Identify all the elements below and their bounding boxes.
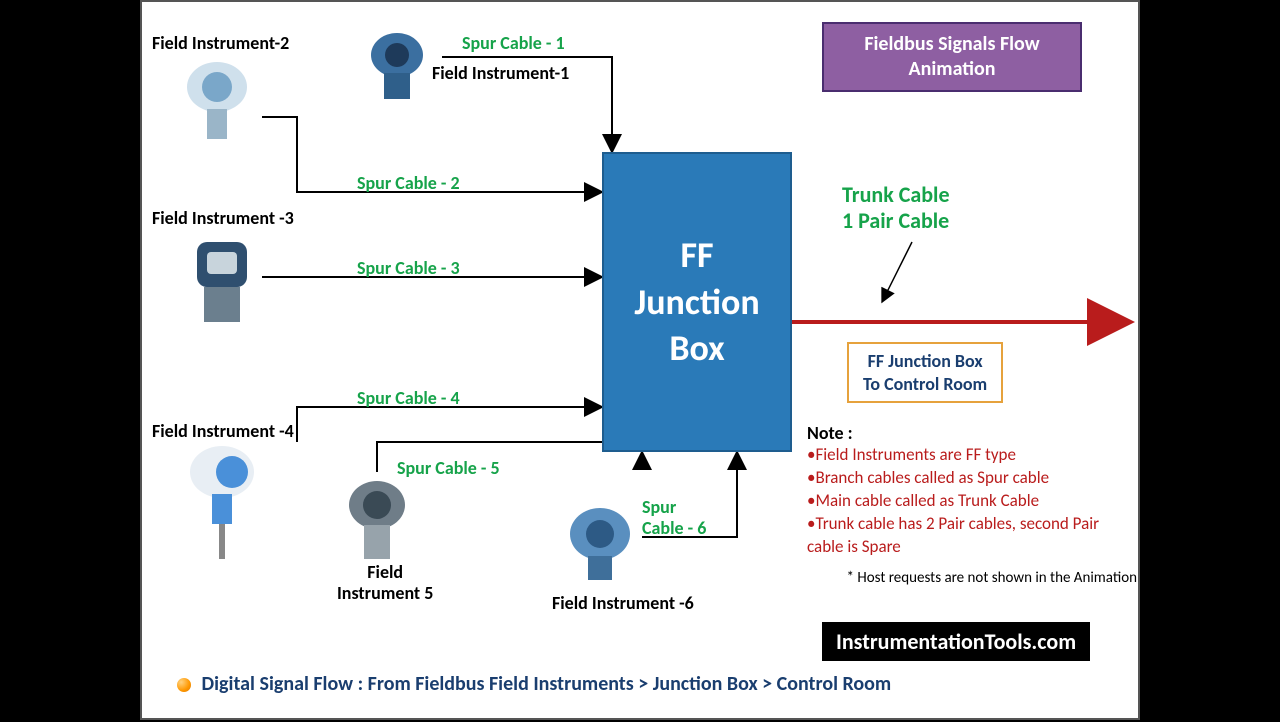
title-box: Fieldbus Signals Flow Animation: [822, 22, 1082, 92]
trunk-pointer: [882, 242, 912, 302]
spur-6-label: Spur Cable - 6: [642, 497, 706, 538]
spur-1-label: Spur Cable - 1: [462, 32, 565, 54]
notes-footnote: * Host requests are not shown in the Ani…: [807, 569, 1137, 587]
field-instrument-5: [342, 477, 412, 557]
spur-5-label: Spur Cable - 5: [397, 457, 500, 479]
field-instrument-1-label: Field Instrument-1: [432, 62, 569, 84]
notes-heading: Note :: [807, 422, 1137, 444]
field-instrument-3-label: Field Instrument -3: [152, 207, 294, 229]
junction-l3: Box: [669, 326, 724, 370]
field-instrument-2-label: Field Instrument-2: [152, 32, 289, 54]
field-instrument-2: [182, 57, 252, 137]
dest-l1: FF Junction Box: [868, 350, 983, 372]
field-instrument-6-label: Field Instrument -6: [552, 592, 694, 614]
field-instrument-3: [182, 232, 252, 312]
field-instrument-4: [182, 442, 252, 522]
trunk-cable-label: Trunk Cable 1 Pair Cable: [842, 182, 950, 235]
footer-text: Digital Signal Flow : From Fieldbus Fiel…: [202, 672, 892, 696]
destination-box: FF Junction Box To Control Room: [847, 342, 1003, 403]
title-line2: Animation: [909, 57, 996, 81]
footer-bullet-icon: [177, 678, 191, 692]
trunk-l2: 1 Pair Cable: [842, 207, 949, 234]
diagram-canvas: Fieldbus Signals Flow Animation FF Junct…: [140, 0, 1140, 720]
field-instrument-4-label: Field Instrument -4: [152, 420, 294, 442]
note-item-3: •Main cable called as Trunk Cable: [807, 490, 1137, 513]
spur-2-label: Spur Cable - 2: [357, 172, 460, 194]
notes-block: Note : •Field Instruments are FF type •B…: [807, 422, 1137, 587]
junction-l2: Junction: [634, 280, 759, 324]
junction-l1: FF: [680, 233, 713, 277]
ff-junction-box: FF Junction Box: [602, 152, 792, 452]
dest-l2: To Control Room: [863, 373, 987, 395]
brand-box: InstrumentationTools.com: [822, 622, 1090, 661]
footer-line: Digital Signal Flow : From Fieldbus Fiel…: [177, 672, 891, 696]
spur-3-label: Spur Cable - 3: [357, 257, 460, 279]
title-line1: Fieldbus Signals Flow: [864, 32, 1039, 56]
field-instrument-6: [562, 502, 632, 582]
note-item-2: •Branch cables called as Spur cable: [807, 467, 1137, 490]
spur-4-wire: [297, 407, 602, 442]
field-instrument-1: [362, 27, 432, 107]
note-item-4: •Trunk cable has 2 Pair cables, second P…: [807, 513, 1137, 559]
field-instrument-5-label: Field Instrument 5: [337, 562, 433, 603]
spur-4-label: Spur Cable - 4: [357, 387, 460, 409]
note-item-1: •Field Instruments are FF type: [807, 444, 1137, 467]
trunk-l1: Trunk Cable: [842, 181, 950, 208]
